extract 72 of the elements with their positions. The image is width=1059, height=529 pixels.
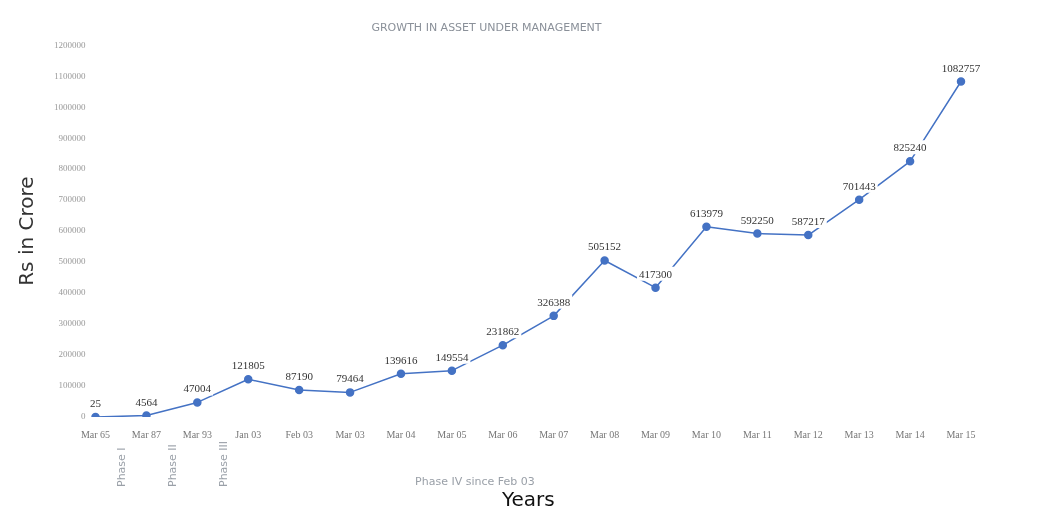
point [702,222,711,232]
data-label: 587217 [791,215,826,228]
text: Phase III [216,440,230,487]
data-label: 701443 [842,179,877,192]
point [804,230,813,240]
x-tick-label: Feb 03 [285,428,313,440]
y-tick-label: 500000 [58,256,86,267]
y-tick-label: 1100000 [54,70,86,81]
x-tick-label: Mar 05 [437,428,467,440]
data-label: 79464 [336,372,365,385]
point [294,385,304,395]
y-tick-label: 800000 [58,163,86,174]
y-tick-label: 600000 [58,225,86,236]
point [905,157,915,166]
x-tick-label: Mar 14 [895,428,925,440]
x-tick-label: Jan 03 [235,428,262,440]
data-label: 417300 [639,267,673,280]
y-tick-label: 0 [81,411,86,422]
y-axis-title: Rs in Crore [14,176,39,286]
point [854,195,864,204]
y-tick-label: 200000 [58,349,86,360]
y-tick-label: 300000 [58,318,86,329]
y-tick-label: 700000 [58,194,86,205]
data-label: 139616 [384,353,418,366]
x-tick-label: Mar 15 [946,428,976,440]
data-label: 25 [90,396,102,409]
point [498,340,508,350]
data-label: 326388 [537,295,571,308]
x-tick-label: Mar 08 [590,428,620,440]
text: Phase II [165,444,179,487]
y-tick-label: 100000 [58,380,86,391]
x-tick-label: Mar 07 [539,428,569,440]
data-label: 4564 [135,395,158,408]
point [447,366,457,375]
x-tick-label: Mar 06 [488,428,518,440]
point [243,375,253,384]
x-tick-label: Mar 09 [640,428,671,440]
data-label: 613979 [689,206,724,219]
y-tick-label: 900000 [58,132,86,143]
y-tick-label: 1200000 [54,39,86,50]
x-axis-title: Years [500,487,555,512]
text: Phase IV since Feb 03 [415,475,535,488]
point [549,311,558,321]
data-label: 505152 [588,240,622,253]
x-tick-label: Mar 10 [691,428,722,440]
chart-title: GROWTH IN ASSET UNDER MANAGEMENT [371,21,602,35]
text: Phase I [114,447,128,487]
x-tick-label: Mar 03 [335,428,365,440]
x-tick-label: Mar 93 [182,428,212,440]
data-label: 825240 [893,141,928,154]
point [396,369,406,378]
data-label: 47004 [183,382,212,395]
point [193,398,202,407]
data-label: 121805 [231,359,266,372]
data-label: 149554 [435,350,469,363]
y-tick-label: 1000000 [54,101,86,112]
point [345,388,355,397]
data-label: 592250 [740,213,775,226]
x-tick-label: Mar 65 [80,428,111,440]
x-tick-label: Mar 13 [844,428,874,440]
point [956,77,966,86]
x-tick-label: Mar 04 [386,428,416,440]
x-tick-label: Mar 87 [131,428,161,440]
x-tick-label: Mar 11 [742,428,772,440]
data-label: 87190 [285,369,314,382]
x-tick-label: Mar 12 [793,428,823,440]
point [651,283,660,292]
y-tick-label: 400000 [58,287,86,298]
point [600,256,609,265]
point [753,229,762,238]
data-label: 1082757 [941,61,981,74]
data-label: 231862 [486,325,520,338]
